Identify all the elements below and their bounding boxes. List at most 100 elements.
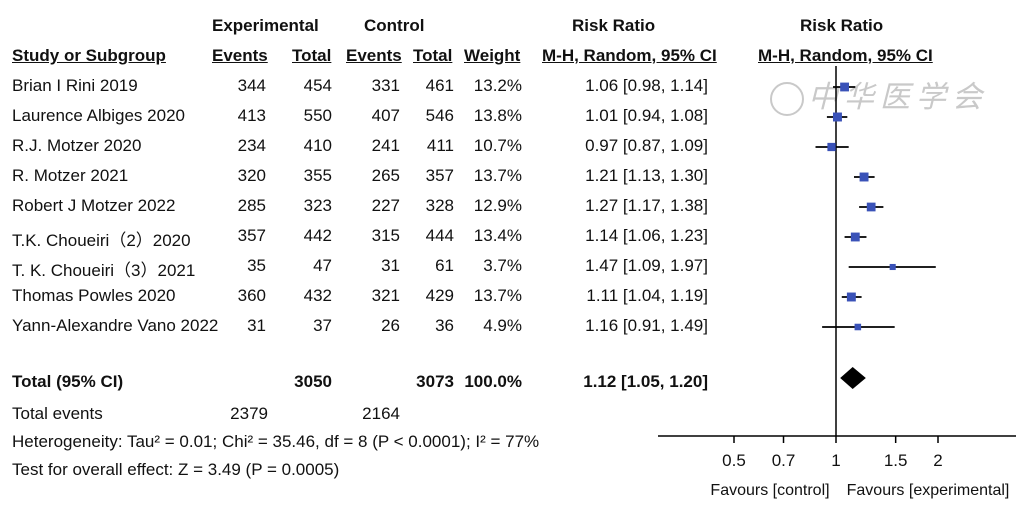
risk-ratio-ci-cell: 1.16 [0.91, 1.49]: [585, 316, 708, 335]
ctrl-events-header: Events: [346, 46, 402, 65]
method-text-header: M-H, Random, 95% CI: [542, 46, 717, 65]
method-plot-header: M-H, Random, 95% CI: [758, 46, 933, 65]
effect-square: [850, 232, 860, 242]
weight-cell: 13.2%: [473, 76, 522, 95]
risk-ratio-ci-cell: 1.01 [0.94, 1.08]: [585, 106, 708, 125]
x-tick-label: 0.5: [722, 451, 746, 470]
study-column-header: Study or Subgroup: [12, 46, 166, 65]
risk-ratio-ci-cell: 0.97 [0.87, 1.09]: [585, 136, 708, 155]
ctrl-total-cell: 36: [435, 316, 454, 335]
weight-cell: 4.9%: [483, 316, 522, 335]
effect-square: [840, 82, 849, 92]
study-name-cell: R. Motzer 2021: [12, 166, 129, 185]
exp-total-cell: 432: [303, 286, 332, 305]
effect-square: [832, 112, 842, 122]
exp-total-cell: 454: [303, 76, 332, 95]
study-name-cell: Laurence Albiges 2020: [12, 106, 185, 125]
risk-ratio-ci-cell: 1.47 [1.09, 1.97]: [585, 256, 708, 275]
weight-cell: 12.9%: [473, 196, 522, 215]
exp-total-cell: 410: [303, 136, 332, 155]
exp-total-cell: 323: [303, 196, 332, 215]
exp-total-header: Total: [292, 46, 332, 65]
exp-total-cell: 47: [313, 256, 332, 275]
heterogeneity-text: Heterogeneity: Tau² = 0.01; Chi² = 35.46…: [12, 432, 540, 451]
exp-total-cell: 355: [303, 166, 332, 185]
study-name-cell: T.K. Choueiri（2）2020: [12, 231, 191, 250]
control-group-header: Control: [364, 16, 425, 35]
x-tick-label: 1: [831, 451, 840, 470]
effect-square: [846, 292, 856, 302]
favours-experimental-label: Favours [experimental]: [847, 482, 1010, 499]
experimental-group-header: Experimental: [212, 16, 319, 35]
ctrl-events-cell: 265: [371, 166, 400, 185]
total-exp-total: 3050: [294, 372, 332, 391]
ctrl-events-cell: 407: [371, 106, 400, 125]
total-events-ctrl: 2164: [362, 404, 400, 423]
ctrl-events-cell: 26: [381, 316, 400, 335]
exp-total-cell: 442: [303, 226, 332, 245]
exp-events-cell: 344: [237, 76, 266, 95]
ctrl-total-cell: 461: [425, 76, 454, 95]
exp-total-cell: 550: [303, 106, 332, 125]
study-name-cell: T. K. Choueiri（3）2021: [12, 261, 196, 280]
weight-cell: 13.8%: [473, 106, 522, 125]
ctrl-total-cell: 357: [425, 166, 454, 185]
pooled-effect-diamond: [840, 367, 866, 389]
weight-header: Weight: [464, 46, 521, 65]
ctrl-events-cell: 315: [371, 226, 400, 245]
ctrl-total-header: Total: [413, 46, 453, 65]
favours-control-label: Favours [control]: [710, 482, 829, 499]
exp-events-cell: 320: [237, 166, 266, 185]
ctrl-total-cell: 411: [426, 136, 454, 155]
total-ctrl-total: 3073: [416, 372, 454, 391]
weight-cell: 13.7%: [473, 166, 522, 185]
total-events-label: Total events: [12, 404, 103, 423]
forest-plot: 0.5 0.7 1 1.5 2 Favours [control] Favours [exp…: [658, 66, 1016, 499]
ctrl-events-cell: 331: [371, 76, 400, 95]
effect-square: [866, 202, 876, 212]
ctrl-events-cell: 241: [371, 136, 400, 155]
study-name-cell: Brian I Rini 2019: [12, 76, 138, 95]
ctrl-total-cell: 429: [425, 286, 454, 305]
ctrl-events-cell: 321: [371, 286, 400, 305]
exp-events-cell: 357: [237, 226, 266, 245]
ctrl-events-cell: 227: [371, 196, 400, 215]
study-name-cell: Thomas Powles 2020: [12, 286, 176, 305]
study-name-cell: Yann-Alexandre Vano 2022: [12, 316, 219, 335]
total-label: Total (95% CI): [12, 372, 124, 391]
effect-square: [854, 323, 862, 331]
effect-square: [859, 172, 869, 182]
exp-events-cell: 360: [237, 286, 266, 305]
risk-ratio-ci-cell: 1.11 [1.04, 1.19]: [586, 286, 708, 305]
risk-ratio-ci-cell: 1.14 [1.06, 1.23]: [585, 226, 708, 245]
ctrl-total-cell: 61: [435, 256, 454, 275]
total-ci: 1.12 [1.05, 1.20]: [583, 372, 708, 391]
ctrl-events-cell: 31: [381, 256, 400, 275]
total-events-exp: 2379: [230, 404, 268, 423]
risk-ratio-ci-cell: 1.21 [1.13, 1.30]: [585, 166, 708, 185]
x-tick-label: 0.7: [772, 451, 796, 470]
exp-events-cell: 35: [247, 256, 266, 275]
exp-events-cell: 285: [237, 196, 266, 215]
ctrl-total-cell: 444: [425, 226, 454, 245]
overall-effect-text: Test for overall effect: Z = 3.49 (P = 0…: [12, 460, 340, 479]
ctrl-total-cell: 328: [425, 196, 454, 215]
exp-events-cell: 413: [237, 106, 266, 125]
study-name-cell: R.J. Motzer 2020: [12, 136, 142, 155]
exp-total-cell: 37: [313, 316, 332, 335]
study-name-cell: Robert J Motzer 2022: [12, 196, 176, 215]
risk-ratio-ci-cell: 1.27 [1.17, 1.38]: [585, 196, 708, 215]
risk-ratio-ci-cell: 1.06 [0.98, 1.14]: [585, 76, 708, 95]
watermark-logo: 中华医学会: [770, 72, 988, 116]
risk-ratio-text-header: Risk Ratio: [572, 16, 656, 35]
exp-events-cell: 234: [237, 136, 266, 155]
effect-square: [889, 263, 896, 271]
ctrl-total-cell: 546: [425, 106, 454, 125]
watermark-seal-icon: [770, 82, 804, 116]
weight-cell: 13.7%: [473, 286, 522, 305]
weight-cell: 13.4%: [473, 226, 522, 245]
exp-events-header: Events: [212, 46, 268, 65]
effect-square: [827, 142, 836, 152]
x-tick-label: 2: [933, 451, 942, 470]
weight-cell: 10.7%: [473, 136, 522, 155]
